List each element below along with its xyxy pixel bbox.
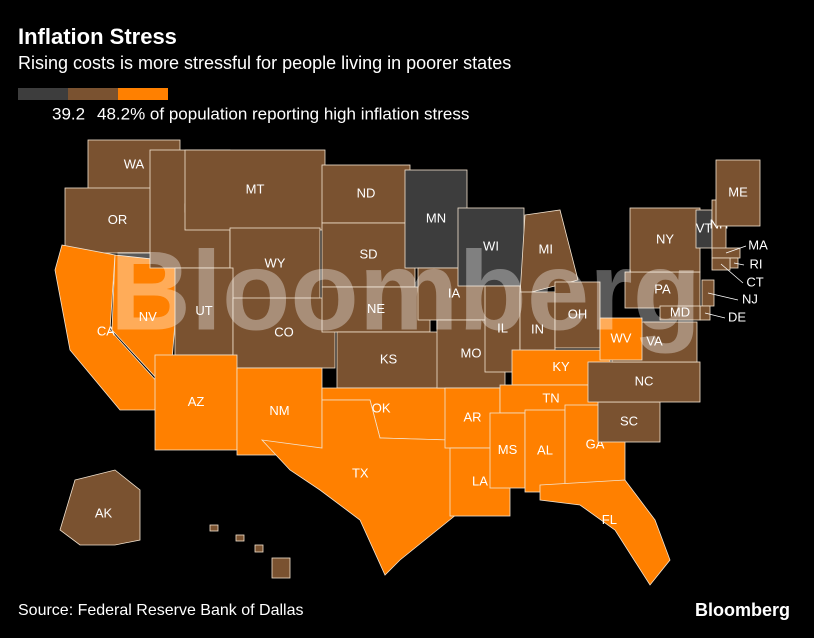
state [597, 401, 661, 443]
state [184, 149, 326, 231]
state [271, 557, 291, 579]
state [59, 469, 141, 546]
map: WAORCANVIDMTWYUTCOAZNMNDSDNEKSOKTXMNIAMO… [54, 139, 768, 586]
state [232, 297, 336, 369]
state-label: MO [461, 345, 482, 360]
watermark: Bloomberg [110, 229, 701, 354]
state [254, 544, 264, 553]
state-label: IN [531, 321, 544, 336]
state-label: NM [269, 403, 289, 418]
state-label: NE [367, 301, 385, 316]
state-label: LA [472, 473, 488, 488]
state-label: MS [498, 442, 518, 457]
state [404, 169, 468, 269]
legend-swatch [18, 88, 68, 100]
state-label: WI [483, 238, 499, 253]
state [659, 305, 701, 321]
state-label: RI [750, 256, 763, 271]
state-label: AL [537, 442, 553, 457]
state-label: UT [195, 303, 212, 318]
state-label: FL [602, 512, 617, 527]
state [260, 399, 463, 576]
state-label: NY [656, 231, 674, 246]
state-label: OH [568, 306, 588, 321]
state [554, 281, 601, 349]
state [174, 267, 234, 356]
state-label: MT [246, 181, 265, 196]
state [236, 367, 323, 456]
subtitle: Rising costs is more stressful for peopl… [18, 53, 511, 73]
logo: Bloomberg [695, 600, 790, 620]
state-label: KY [552, 359, 570, 374]
state [715, 159, 761, 227]
state [629, 207, 701, 273]
state-label: OK [372, 400, 391, 415]
state-label: SD [359, 246, 377, 261]
state-label: AZ [188, 394, 205, 409]
state-label: ND [357, 185, 376, 200]
state-label: TN [542, 390, 559, 405]
state-label: AR [463, 409, 481, 424]
state [539, 479, 671, 586]
state-label: NC [635, 373, 654, 388]
state-label: MA [748, 237, 768, 252]
state-label: MI [539, 241, 553, 256]
leader-line [720, 263, 744, 284]
legend-label: 48.2% of population reporting high infla… [97, 104, 469, 123]
state [209, 524, 219, 532]
state-label: WV [611, 330, 632, 345]
leader-line [725, 245, 747, 254]
state [235, 534, 245, 542]
state-label: VA [646, 333, 663, 348]
state [229, 227, 321, 301]
title: Inflation Stress [18, 24, 177, 49]
state [457, 207, 525, 287]
legend: 39.2 48.2% of population reporting high i… [18, 88, 469, 123]
state-label: CT [746, 274, 763, 289]
legend-swatch [118, 88, 168, 100]
state-label: WA [124, 156, 145, 171]
state-label: MD [670, 304, 690, 319]
state [154, 354, 238, 451]
state-label: NJ [742, 291, 758, 306]
state-label: CA [97, 323, 115, 338]
state-label: PA [654, 281, 671, 296]
state-label: IA [448, 285, 461, 300]
state-label: NV [139, 309, 157, 324]
state [321, 222, 416, 288]
state-label: KS [380, 351, 398, 366]
state-label: DE [728, 309, 746, 324]
state [321, 286, 431, 333]
state [599, 317, 643, 361]
state-label: TX [352, 466, 369, 481]
state-label: AK [95, 506, 113, 521]
state-label: VT [696, 220, 713, 235]
leader-line [733, 262, 745, 266]
state-label: SC [620, 413, 638, 428]
state [321, 164, 411, 224]
source: Source: Federal Reserve Bank of Dallas [18, 602, 303, 619]
state [336, 331, 441, 389]
state-label: CO [274, 324, 294, 339]
state-label: WY [265, 255, 286, 270]
state [519, 209, 579, 296]
state-label: OR [108, 212, 128, 227]
state-label: ME [728, 184, 748, 199]
legend-swatch [68, 88, 118, 100]
leader-line [704, 312, 726, 319]
legend-label: 39.2 [52, 104, 85, 123]
leader-line [707, 292, 739, 301]
state-label: IL [497, 320, 508, 335]
state-label: MN [426, 210, 446, 225]
